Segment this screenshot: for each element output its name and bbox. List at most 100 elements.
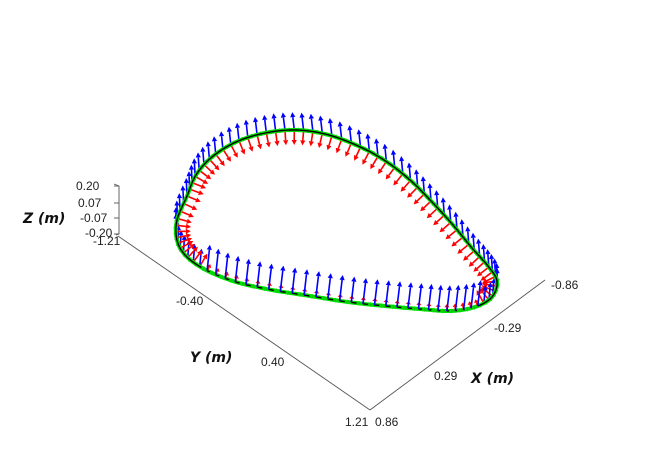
normal-arrow-head: [233, 152, 238, 158]
binormal-arrow-head: [362, 278, 368, 284]
binormal-arrow-shaft: [417, 287, 422, 309]
binormal-arrow-shaft: [256, 266, 261, 288]
tangent-arrow-head: [309, 293, 313, 299]
normal-arrow-head: [291, 140, 297, 145]
y-axis-label: Y (m): [190, 350, 232, 366]
binormal-arrow-head: [427, 183, 433, 189]
normal-arrow-head: [467, 301, 473, 306]
binormal-arrow-head: [492, 258, 498, 264]
binormal-arrow-shaft: [206, 249, 211, 271]
normal-arrow-head: [188, 212, 194, 218]
binormal-arrow-head: [280, 112, 286, 118]
normal-arrow-head: [468, 261, 475, 267]
tangent-arrow-head: [209, 270, 214, 276]
normal-arrow-head: [378, 168, 383, 174]
binormal-arrow-head: [200, 146, 206, 152]
normal-arrow-head: [192, 246, 198, 253]
normal-arrow-head: [197, 250, 202, 256]
tangent-arrow-head: [421, 306, 425, 312]
z-tick-label: 0.07: [78, 196, 102, 210]
binormal-arrow-head: [470, 282, 477, 288]
binormal-arrow-head: [414, 169, 420, 175]
normal-arrow-head: [308, 141, 314, 147]
tangent-arrow-head: [250, 283, 254, 289]
z-axis-line: [113, 183, 120, 236]
binormal-arrow-head: [463, 283, 469, 290]
normal-arrow-head: [189, 243, 196, 249]
binormal-arrow-head: [318, 115, 324, 121]
binormal-arrow-shaft: [350, 281, 355, 303]
normal-arrow-head: [185, 223, 191, 229]
binormal-arrow-shaft: [427, 288, 432, 310]
normal-arrow-head: [420, 206, 426, 212]
binormal-arrow-shaft: [470, 287, 475, 309]
tangent-arrow-head: [297, 291, 301, 298]
binormal-arrow-shaft: [315, 276, 320, 298]
binormal-arrow-head: [485, 249, 491, 255]
normal-arrow-head: [451, 241, 457, 247]
binormal-arrow-head: [226, 126, 232, 132]
normal-arrow-head: [219, 160, 225, 167]
tangent-arrow-head: [200, 266, 205, 272]
normal-arrow-head: [274, 140, 280, 147]
binormal-arrow-head: [470, 232, 476, 238]
tangent-arrow-shaft: [473, 305, 479, 309]
binormal-arrow-head: [382, 143, 388, 149]
normal-arrow-head: [463, 255, 469, 261]
normal-arrow-head: [206, 264, 212, 269]
binormal-arrow-head: [191, 158, 197, 164]
binormal-arrow-head: [219, 131, 225, 137]
tangent-arrow-head: [320, 295, 325, 301]
tangent-arrow-head: [332, 297, 337, 303]
normal-arrow-head: [354, 155, 359, 161]
binormal-arrow-shaft: [267, 268, 272, 290]
normal-arrow-head: [473, 266, 479, 272]
z-tick-label: -0.20: [85, 226, 113, 240]
normal-arrow-head: [198, 190, 204, 195]
binormal-arrow-head: [374, 279, 380, 285]
normal-arrow-head: [195, 197, 201, 203]
binormal-arrow-head: [407, 282, 414, 288]
binormal-arrow-head: [180, 185, 186, 191]
tangent-arrow-head: [356, 300, 360, 306]
binormal-arrow-head: [476, 238, 482, 244]
tangent-arrow-shaft: [459, 308, 464, 312]
tangent-arrow-head: [411, 306, 415, 312]
tangent-arrow-head: [285, 290, 289, 296]
binormal-arrow-head: [195, 152, 201, 158]
tangent-arrow-head: [401, 305, 405, 311]
normal-arrow-head: [185, 233, 192, 239]
z-axis-label: Z (m): [22, 211, 65, 227]
normal-arrow-head: [257, 143, 263, 150]
normal-arrow-head: [479, 288, 485, 294]
binormal-arrow-shaft: [454, 289, 459, 311]
binormal-arrow-head: [205, 141, 211, 147]
binormal-arrow-shaft: [396, 286, 401, 308]
binormal-arrow-head: [351, 276, 357, 282]
binormal-arrow-shaft: [477, 285, 481, 307]
axes: 0.20 0.07 -0.07 -0.20 -1.21 -0.40 0.40 1…: [22, 179, 579, 429]
binormal-arrow-shaft: [245, 263, 250, 285]
binormal-arrow-head: [315, 271, 321, 277]
z-tick-label: -0.07: [80, 211, 108, 225]
binormal-arrow-head: [418, 283, 424, 289]
binormal-arrow-head: [390, 149, 397, 155]
binormal-arrow-head: [337, 121, 343, 127]
binormal-arrow-head: [481, 244, 487, 250]
normal-arrow-head: [214, 164, 220, 171]
binormal-arrow-shaft: [407, 287, 412, 309]
binormal-arrow-head: [176, 193, 183, 199]
binormal-arrow-head: [211, 136, 218, 142]
binormal-arrow-head: [215, 248, 221, 254]
binormal-arrow-head: [399, 156, 405, 162]
binormal-arrow-shaft: [282, 117, 286, 131]
tangent-arrow-head: [464, 306, 468, 312]
binormal-arrow-head: [491, 278, 497, 284]
x-tick-label: -0.29: [494, 321, 522, 335]
normal-arrow-head: [480, 275, 487, 281]
binormal-arrow-head: [489, 253, 495, 260]
binormal-arrow-head: [356, 129, 362, 135]
binormal-arrow-head: [396, 281, 403, 287]
binormal-arrow-shaft: [236, 127, 240, 141]
